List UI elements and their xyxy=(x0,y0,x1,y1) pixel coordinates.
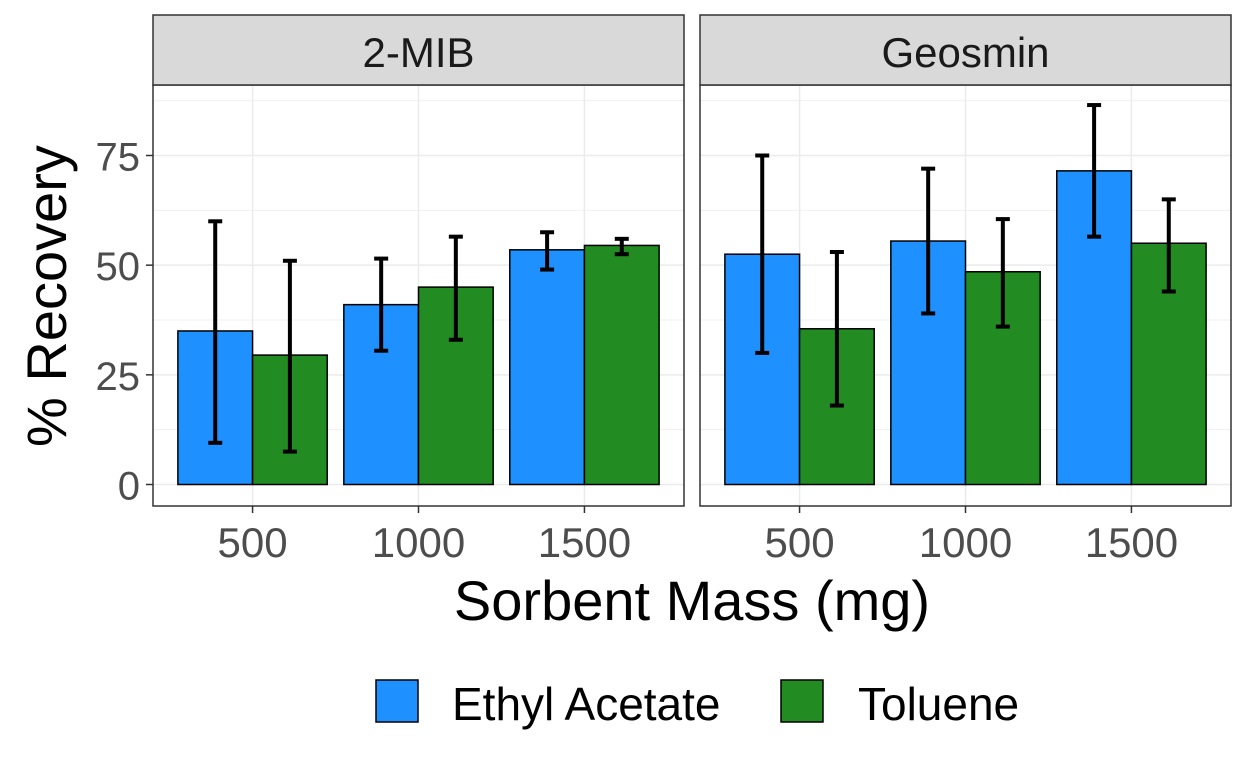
y-tick-label: 25 xyxy=(96,355,141,399)
legend-swatch xyxy=(375,679,419,723)
y-tick-label: 50 xyxy=(96,245,141,289)
x-tick-label: 500 xyxy=(765,519,835,566)
facet-label: 2-MIB xyxy=(362,29,474,76)
y-axis-title: % Recovery xyxy=(15,145,78,447)
facet-strip xyxy=(699,14,1232,86)
x-tick-label: 500 xyxy=(218,519,288,566)
facet-strip xyxy=(152,14,685,86)
legend-swatch xyxy=(780,679,824,723)
y-tick-label: 75 xyxy=(96,136,141,180)
legend-label: Ethyl Acetate xyxy=(452,678,721,730)
x-tick-label: 1500 xyxy=(1085,519,1178,566)
x-tick-label: 1500 xyxy=(538,519,631,566)
x-axis-title: Sorbent Mass (mg) xyxy=(454,569,930,632)
y-tick-label: 0 xyxy=(118,465,140,509)
x-tick-label: 1000 xyxy=(372,519,465,566)
x-tick-label: 1000 xyxy=(919,519,1012,566)
bar xyxy=(583,244,660,486)
facet-label: Geosmin xyxy=(881,29,1049,76)
legend-label: Toluene xyxy=(858,678,1019,730)
bar xyxy=(509,249,586,486)
